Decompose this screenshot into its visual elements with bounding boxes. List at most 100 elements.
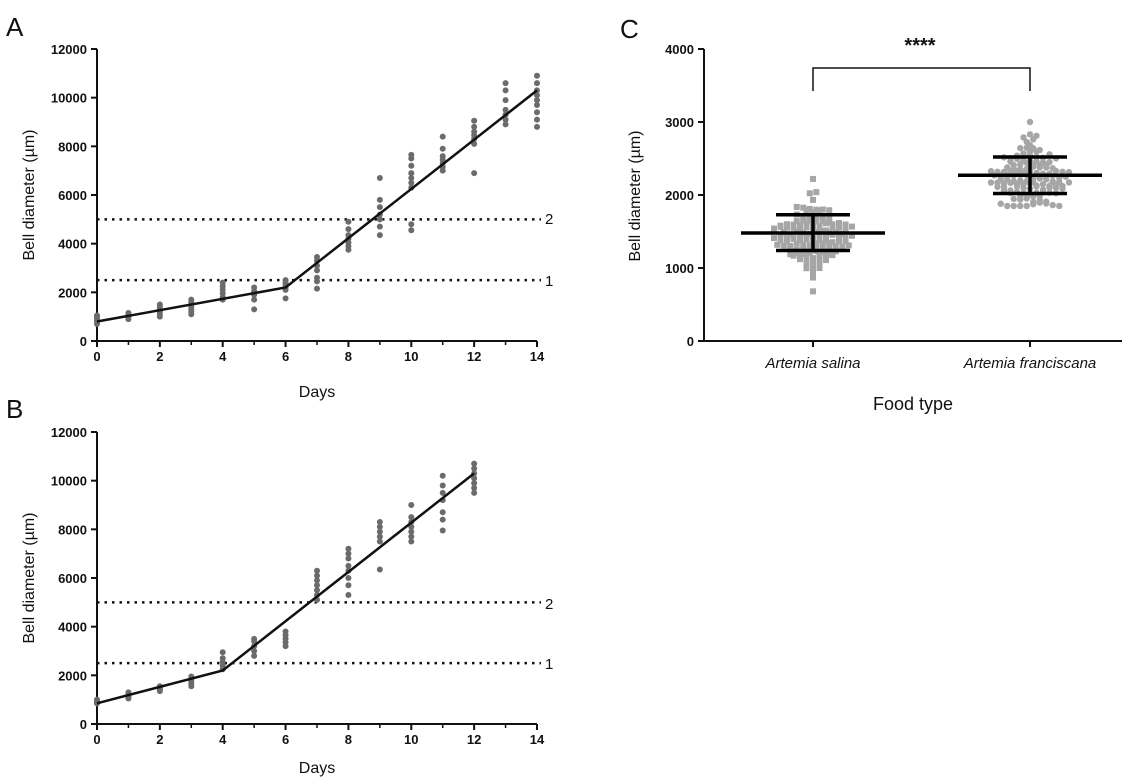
artemia-salina-data-point	[803, 260, 810, 267]
panel-b-x-tick-label: 10	[404, 732, 418, 747]
panel-a-data-point	[408, 221, 415, 228]
panel-a-data-point	[439, 145, 446, 152]
artemia-franciscana-data-point	[1049, 201, 1056, 209]
panel-b-data-point	[439, 509, 446, 516]
panel-b-data-point	[345, 555, 352, 562]
panel-a-y-axis-title: Bell diameter (µm)	[21, 129, 38, 260]
panel-a-data-point	[534, 116, 540, 123]
panel-a-data-point	[471, 170, 478, 177]
artemia-salina-data-point	[819, 213, 826, 220]
artemia-salina-data-point	[826, 214, 833, 221]
panel-a-y-tick-label: 2000	[58, 285, 87, 300]
artemia-franciscana-data-point	[1039, 181, 1047, 188]
artemia-salina-data-point	[813, 243, 820, 250]
panel-a-data-point	[502, 106, 509, 113]
panel-c-y-tick-label: 1000	[665, 261, 694, 276]
artemia-salina-data-point	[810, 288, 816, 295]
artemia-salina-data-point	[816, 265, 823, 272]
artemia-salina-data-point	[813, 206, 820, 213]
panel-b-data-point	[408, 538, 415, 545]
artemia-salina-data-point	[790, 224, 797, 231]
panel-b-data-point	[439, 482, 446, 489]
artemia-salina-data-point	[787, 251, 794, 258]
artemia-franciscana-data-point	[1023, 138, 1030, 146]
artemia-franciscana-data-point	[1004, 164, 1011, 171]
panel-a-y-tick-label: 0	[80, 334, 87, 349]
panel-b-data-point	[345, 592, 352, 599]
panel-a-x-tick-label: 8	[345, 349, 352, 364]
artemia-salina-data-point	[823, 227, 829, 234]
artemia-salina-data-point	[810, 263, 816, 270]
artemia-salina-data-point	[803, 256, 810, 263]
panel-a-data-point	[251, 306, 258, 313]
category-label-artemia-salina: Artemia salina	[764, 355, 860, 372]
panel-b-y-tick-label: 6000	[58, 571, 87, 586]
panel-b-data-point	[408, 528, 415, 535]
artemia-franciscana-data-point	[1023, 202, 1030, 210]
panel-b-data-point	[471, 465, 478, 472]
artemia-franciscana-data-point	[1049, 165, 1056, 172]
artemia-salina-data-point	[819, 206, 826, 213]
artemia-salina-data-point	[780, 242, 787, 249]
artemia-franciscana-data-point	[1004, 202, 1011, 210]
artemia-franciscana-data-point	[1010, 178, 1017, 185]
artemia-salina-data-point	[787, 242, 794, 249]
artemia-salina-data-point	[797, 251, 803, 258]
artemia-franciscana-data-point	[987, 167, 995, 175]
artemia-salina-data-point	[836, 237, 842, 244]
panel-a-x-tick-label: 2	[156, 349, 163, 364]
artemia-salina-data-point	[800, 204, 807, 211]
artemia-salina-data-point	[797, 225, 803, 232]
artemia-franciscana-data-point	[1020, 150, 1027, 157]
panel-b-data-point	[314, 582, 320, 589]
panel-a-y-tick-label: 6000	[58, 188, 87, 203]
artemia-salina-data-point	[810, 266, 816, 273]
panel-a-data-point	[471, 117, 478, 124]
artemia-salina-data-point	[829, 239, 836, 246]
artemia-salina-data-point	[819, 217, 826, 224]
panel-a-data-point	[534, 72, 540, 79]
panel-a-data-point	[282, 295, 289, 302]
artemia-salina-data-point	[816, 207, 823, 214]
panel-a-y-tick-label: 12000	[51, 42, 87, 57]
panel-a-data-point	[282, 277, 289, 284]
panel-letter-c: C	[620, 14, 639, 44]
artemia-salina-data-point	[826, 240, 833, 247]
panel-b-x-tick-label: 12	[467, 732, 481, 747]
panel-b-y-tick-label: 0	[80, 717, 87, 732]
artemia-salina-data-point	[810, 209, 816, 216]
artemia-salina-data-point	[777, 233, 784, 240]
panel-a-y-tick-label: 4000	[58, 237, 87, 252]
artemia-salina-data-point	[793, 218, 800, 225]
artemia-salina-data-point	[784, 224, 790, 231]
panel-a-data-point	[314, 254, 320, 261]
panel-b-x-tick-label: 4	[219, 732, 227, 747]
artemia-salina-data-point	[793, 227, 800, 234]
artemia-salina-data-point	[777, 222, 784, 229]
artemia-salina-data-point	[816, 236, 823, 243]
panel-b-x-tick-label: 2	[156, 732, 163, 747]
artemia-franciscana-data-point	[1010, 202, 1017, 210]
panel-b-data-point	[219, 649, 226, 656]
significance-stars: ****	[904, 35, 935, 57]
panel-b-y-tick-label: 2000	[58, 668, 87, 683]
artemia-franciscana-data-point	[1059, 168, 1066, 175]
panel-a-data-point	[439, 133, 446, 140]
artemia-salina-data-point	[813, 218, 820, 225]
artemia-salina-data-point	[790, 221, 797, 228]
artemia-salina-data-point	[823, 220, 829, 227]
artemia-salina-data-point	[842, 234, 849, 241]
artemia-franciscana-data-point	[1010, 166, 1017, 174]
panel-b-data-point	[345, 582, 352, 589]
artemia-salina-data-point	[793, 203, 800, 210]
panel-b-data-point	[314, 572, 320, 579]
artemia-franciscana-data-point	[1030, 198, 1037, 206]
panel-b-y-tick-label: 12000	[51, 425, 87, 440]
artemia-salina-data-point	[819, 240, 826, 247]
panel-a-data-point	[471, 123, 478, 130]
panel-b-data-point	[439, 472, 446, 479]
artemia-salina-data-point	[816, 222, 823, 229]
artemia-salina-data-point	[790, 252, 797, 259]
panel-a-x-tick-label: 10	[404, 349, 418, 364]
artemia-salina-data-point	[849, 232, 855, 239]
